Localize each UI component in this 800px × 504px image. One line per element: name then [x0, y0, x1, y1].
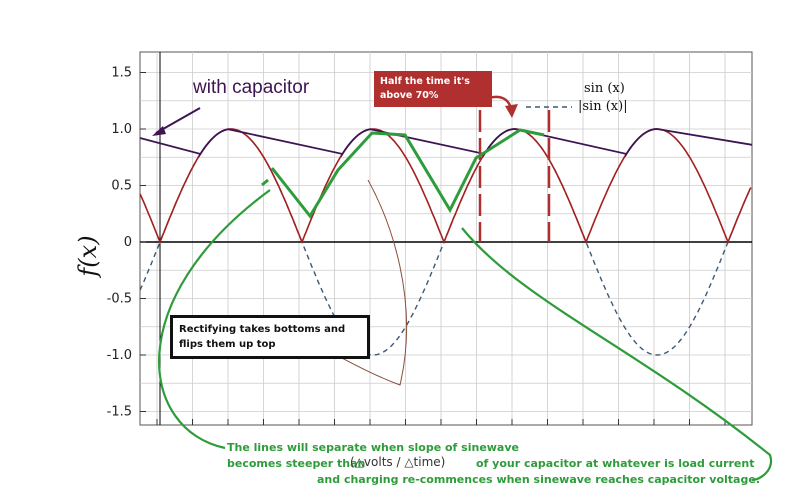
- y-tick-label: -1.5: [107, 405, 132, 420]
- note-line-2: becomes steeper than: [227, 457, 366, 470]
- y-tick-label: 1.0: [111, 122, 132, 137]
- note-line-1: The lines will separate when slope of si…: [227, 441, 519, 454]
- half-time-arrowhead: [505, 104, 518, 118]
- note-line-3: of your capacitor at whatever is load cu…: [476, 457, 755, 470]
- rectifying-callout: Rectifying takes bottoms and flips them …: [170, 315, 370, 359]
- half-time-callout: Half the time it's above 70%: [374, 71, 492, 107]
- marks: [152, 95, 773, 482]
- capacitor-arrowhead: [152, 126, 166, 136]
- axes: 1.5 1.0 0.5 0 -0.5 -1.0 -1.5: [107, 52, 752, 425]
- note-pointer-left: [158, 189, 271, 450]
- with-capacitor-label: with capacitor: [193, 77, 310, 98]
- legend: sin (x) |sin (x)|: [578, 81, 628, 114]
- y-tick-label: -1.0: [107, 348, 132, 363]
- y-tick-label: 0: [124, 235, 132, 250]
- legend-label-abs-sin: |sin (x)|: [578, 99, 628, 114]
- note-fraction: (△volts / △time): [350, 455, 446, 469]
- y-tick-label: 0.5: [111, 179, 132, 194]
- note-line-4: and charging re-commences when sinewave …: [317, 473, 760, 486]
- note-pointer-right: [461, 227, 773, 482]
- y-tick-label: 1.5: [111, 66, 132, 81]
- slope-annotation-tick: [261, 178, 269, 187]
- y-tick-label: -0.5: [107, 292, 132, 307]
- slope-annotation: [270, 128, 545, 219]
- legend-label-sin: sin (x): [584, 81, 625, 96]
- y-axis-label: f(x): [74, 235, 102, 278]
- grid: [139, 51, 753, 426]
